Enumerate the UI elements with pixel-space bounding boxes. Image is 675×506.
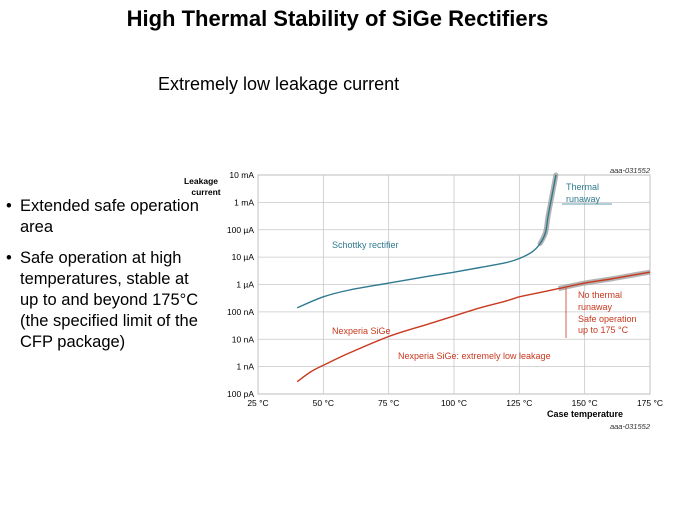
- y-tick-label: 100 nA: [227, 307, 254, 317]
- x-tick-label: 125 °C: [506, 398, 532, 408]
- y-tick-label: 1 nA: [237, 362, 255, 372]
- y-tick-label: 1 mA: [234, 197, 254, 207]
- bullet-list: Extended safe operation area Safe operat…: [6, 196, 206, 363]
- low-leakage-label: Nexperia SiGe: extremely low leakage: [398, 351, 551, 361]
- y-tick-label: 10 nA: [232, 334, 255, 344]
- x-tick-label: 100 °C: [441, 398, 467, 408]
- bullet-item: Safe operation at high temperatures, sta…: [6, 248, 206, 353]
- y-tick-label: 1 µA: [236, 280, 254, 290]
- slide-subtitle: Extremely low leakage current: [158, 74, 400, 94]
- sige-label: Nexperia SiGe: [332, 326, 391, 336]
- chart-grid: [257, 174, 651, 395]
- nexperia-sige-line: [296, 271, 651, 383]
- chart-series: [296, 172, 651, 383]
- schottky-label: Schottky rectifier: [332, 240, 399, 250]
- figure-code-top: aaa-031552: [610, 166, 651, 175]
- x-tick-label: 150 °C: [572, 398, 598, 408]
- x-axis-label: Case temperature: [547, 409, 623, 419]
- bullet-item: Extended safe operation area: [6, 196, 206, 238]
- y-tick-label: 100 µA: [227, 225, 254, 235]
- no-runaway-label-1: No thermal: [578, 290, 622, 300]
- slide-title: High Thermal Stability of SiGe Rectifier…: [126, 6, 549, 31]
- y-tick-label: 10 mA: [229, 170, 254, 180]
- thermal-runaway-label-2: runaway: [566, 194, 601, 204]
- thermal-runaway-label-1: Thermal: [566, 182, 599, 192]
- no-runaway-label-4: up to 175 °C: [578, 325, 629, 335]
- x-tick-label: 175 °C: [637, 398, 663, 408]
- x-tick-label: 25 °C: [247, 398, 268, 408]
- y-axis-label-line1: Leakage: [184, 176, 218, 186]
- no-runaway-label-2: runaway: [578, 302, 613, 312]
- figure-code-bottom: aaa-031552: [610, 422, 651, 431]
- x-tick-label: 75 °C: [378, 398, 399, 408]
- schottky-rectifier-line: [296, 174, 557, 309]
- x-tick-label: 50 °C: [313, 398, 334, 408]
- y-axis-label-line2: current: [191, 187, 220, 197]
- y-tick-label: 10 µA: [232, 252, 255, 262]
- y-tick-label: 100 pA: [227, 389, 254, 399]
- no-runaway-label-3: Safe operation: [578, 314, 637, 324]
- axis-tick-labels: 100 pA 1 nA 10 nA 100 nA 1 µA 10 µA 100 µA 1 mA…: [227, 170, 663, 408]
